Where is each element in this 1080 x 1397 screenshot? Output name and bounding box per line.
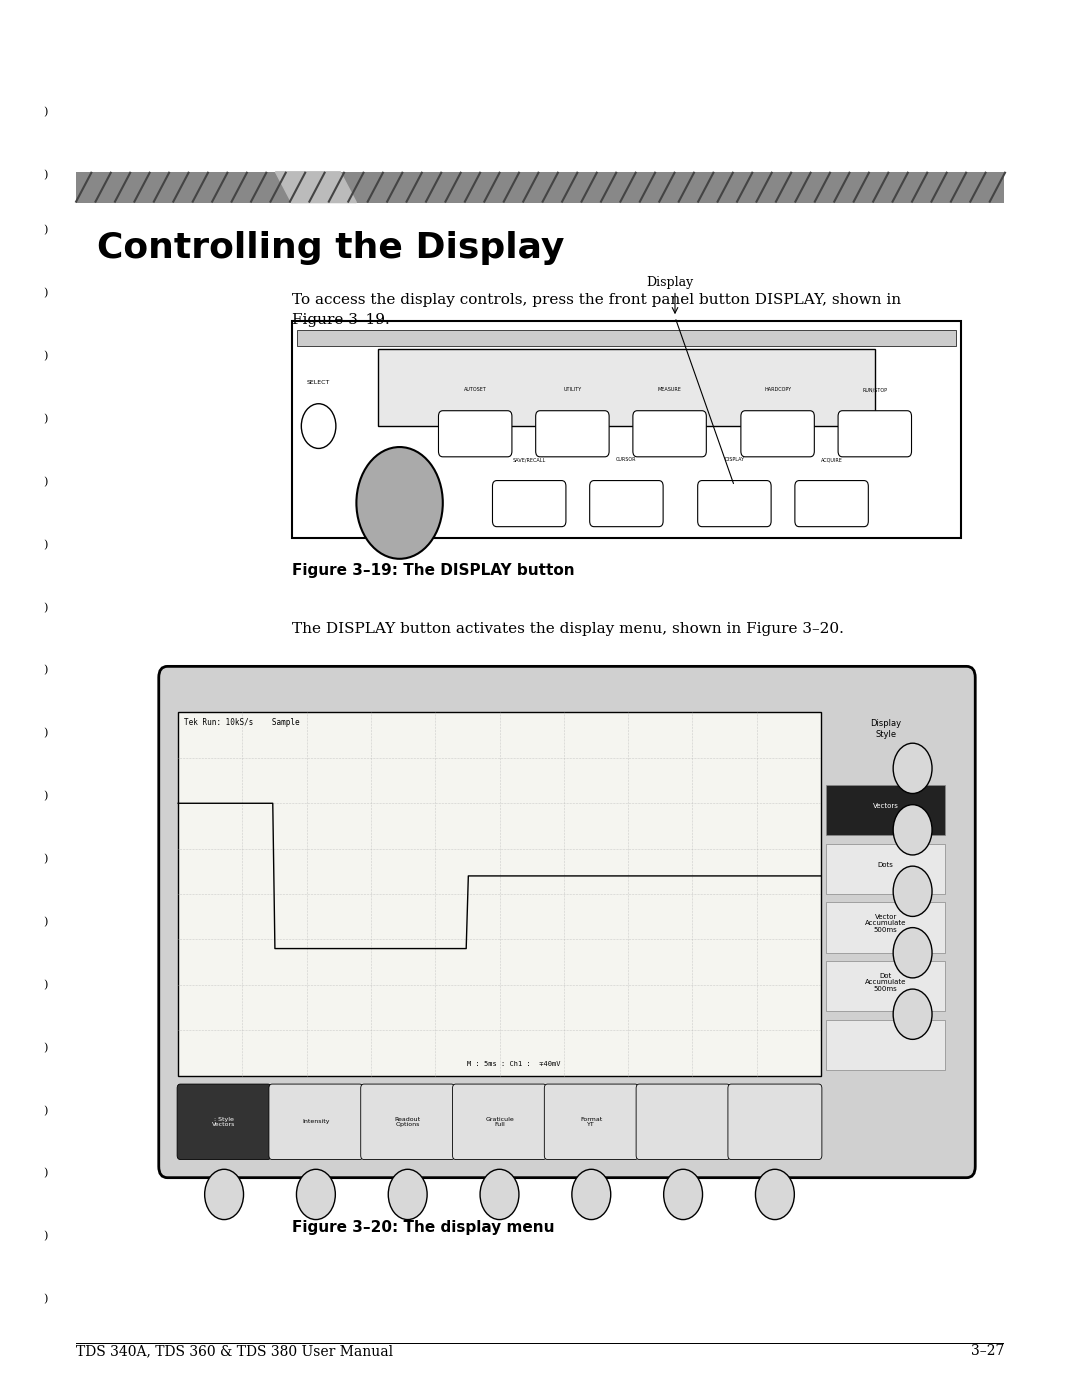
Polygon shape: [275, 172, 356, 203]
FancyBboxPatch shape: [633, 411, 706, 457]
Text: ): ): [43, 106, 48, 117]
Text: Figure 3–19: The DISPLAY button: Figure 3–19: The DISPLAY button: [292, 563, 575, 578]
Circle shape: [356, 447, 443, 559]
Text: ): ): [43, 476, 48, 488]
FancyBboxPatch shape: [159, 666, 975, 1178]
Text: Tek Run: 10kS/s    Sample: Tek Run: 10kS/s Sample: [184, 718, 299, 726]
Text: ): ): [43, 169, 48, 180]
Text: Display: Display: [646, 277, 693, 289]
Text: ): ): [43, 351, 48, 362]
FancyBboxPatch shape: [453, 1084, 546, 1160]
Circle shape: [480, 1169, 519, 1220]
Text: Vectors: Vectors: [873, 803, 899, 809]
Text: ): ): [43, 979, 48, 990]
Text: Controlling the Display: Controlling the Display: [97, 231, 565, 264]
Text: MEASURE: MEASURE: [658, 387, 681, 393]
Text: DISPLAY: DISPLAY: [725, 457, 744, 462]
FancyBboxPatch shape: [590, 481, 663, 527]
Text: ): ): [43, 916, 48, 928]
Text: SAVE/RECALL: SAVE/RECALL: [513, 457, 545, 462]
Text: 3–27: 3–27: [971, 1344, 1004, 1358]
Bar: [826, 902, 945, 953]
Text: ): ): [43, 1231, 48, 1242]
Bar: [826, 961, 945, 1011]
Text: ): ): [43, 791, 48, 802]
Bar: [826, 844, 945, 894]
Text: ACQUIRE: ACQUIRE: [821, 457, 842, 462]
Circle shape: [893, 743, 932, 793]
Text: M : 5ms : Ch1 :  ∓40mV: M : 5ms : Ch1 : ∓40mV: [468, 1062, 561, 1067]
Text: ): ): [43, 1105, 48, 1116]
Circle shape: [296, 1169, 335, 1220]
Text: ): ): [43, 728, 48, 739]
FancyBboxPatch shape: [698, 481, 771, 527]
Text: AUTOSET: AUTOSET: [463, 387, 487, 393]
Bar: [76, 1343, 1004, 1344]
Text: ): ): [43, 1042, 48, 1053]
Text: ): ): [43, 665, 48, 676]
Text: Dot
Accumulate
500ms: Dot Accumulate 500ms: [865, 972, 906, 992]
Text: Intensity: Intensity: [302, 1119, 329, 1125]
FancyBboxPatch shape: [492, 481, 566, 527]
Text: CURSOR: CURSOR: [617, 457, 636, 462]
FancyBboxPatch shape: [728, 1084, 822, 1160]
Text: HARDCOPY: HARDCOPY: [764, 387, 792, 393]
FancyBboxPatch shape: [795, 481, 868, 527]
Circle shape: [893, 805, 932, 855]
Bar: [297, 330, 956, 346]
Text: ): ): [43, 288, 48, 299]
Text: RUN/STOP: RUN/STOP: [862, 387, 888, 393]
Text: To access the display controls, press the front panel button DISPLAY, shown in
F: To access the display controls, press th…: [292, 293, 901, 327]
Text: UTILITY: UTILITY: [564, 387, 581, 393]
Bar: [826, 785, 945, 835]
FancyBboxPatch shape: [438, 411, 512, 457]
Bar: [178, 712, 821, 1076]
Circle shape: [893, 928, 932, 978]
Text: SELECT: SELECT: [307, 380, 330, 386]
Bar: [826, 1020, 945, 1070]
FancyBboxPatch shape: [361, 1084, 455, 1160]
Text: ): ): [43, 539, 48, 550]
Text: Dots: Dots: [878, 862, 893, 868]
Text: ): ): [43, 414, 48, 425]
Circle shape: [205, 1169, 244, 1220]
Text: ): ): [43, 1294, 48, 1305]
Text: The DISPLAY button activates the display menu, shown in Figure 3–20.: The DISPLAY button activates the display…: [292, 622, 843, 636]
Circle shape: [572, 1169, 611, 1220]
FancyBboxPatch shape: [544, 1084, 638, 1160]
FancyBboxPatch shape: [741, 411, 814, 457]
Text: : Style
Vectors: : Style Vectors: [213, 1116, 235, 1127]
Circle shape: [663, 1169, 702, 1220]
Text: Readout
Options: Readout Options: [394, 1116, 421, 1127]
Text: Figure 3–20: The display menu: Figure 3–20: The display menu: [292, 1220, 554, 1235]
Bar: [76, 172, 1004, 203]
FancyBboxPatch shape: [838, 411, 912, 457]
Text: Format
YT: Format YT: [580, 1116, 603, 1127]
Text: ): ): [43, 225, 48, 236]
Text: Vector
Accumulate
500ms: Vector Accumulate 500ms: [865, 914, 906, 933]
FancyBboxPatch shape: [269, 1084, 363, 1160]
Text: Graticule
Full: Graticule Full: [485, 1116, 514, 1127]
Text: TDS 340A, TDS 360 & TDS 380 User Manual: TDS 340A, TDS 360 & TDS 380 User Manual: [76, 1344, 393, 1358]
Circle shape: [893, 989, 932, 1039]
Text: ): ): [43, 1168, 48, 1179]
Circle shape: [893, 866, 932, 916]
Bar: [292, 321, 961, 538]
FancyBboxPatch shape: [177, 1084, 271, 1160]
FancyBboxPatch shape: [636, 1084, 730, 1160]
Bar: [378, 349, 875, 426]
Text: ): ): [43, 602, 48, 613]
Text: ): ): [43, 854, 48, 865]
Circle shape: [301, 404, 336, 448]
Circle shape: [388, 1169, 427, 1220]
Text: Display
Style: Display Style: [870, 719, 901, 739]
Circle shape: [756, 1169, 794, 1220]
FancyBboxPatch shape: [536, 411, 609, 457]
